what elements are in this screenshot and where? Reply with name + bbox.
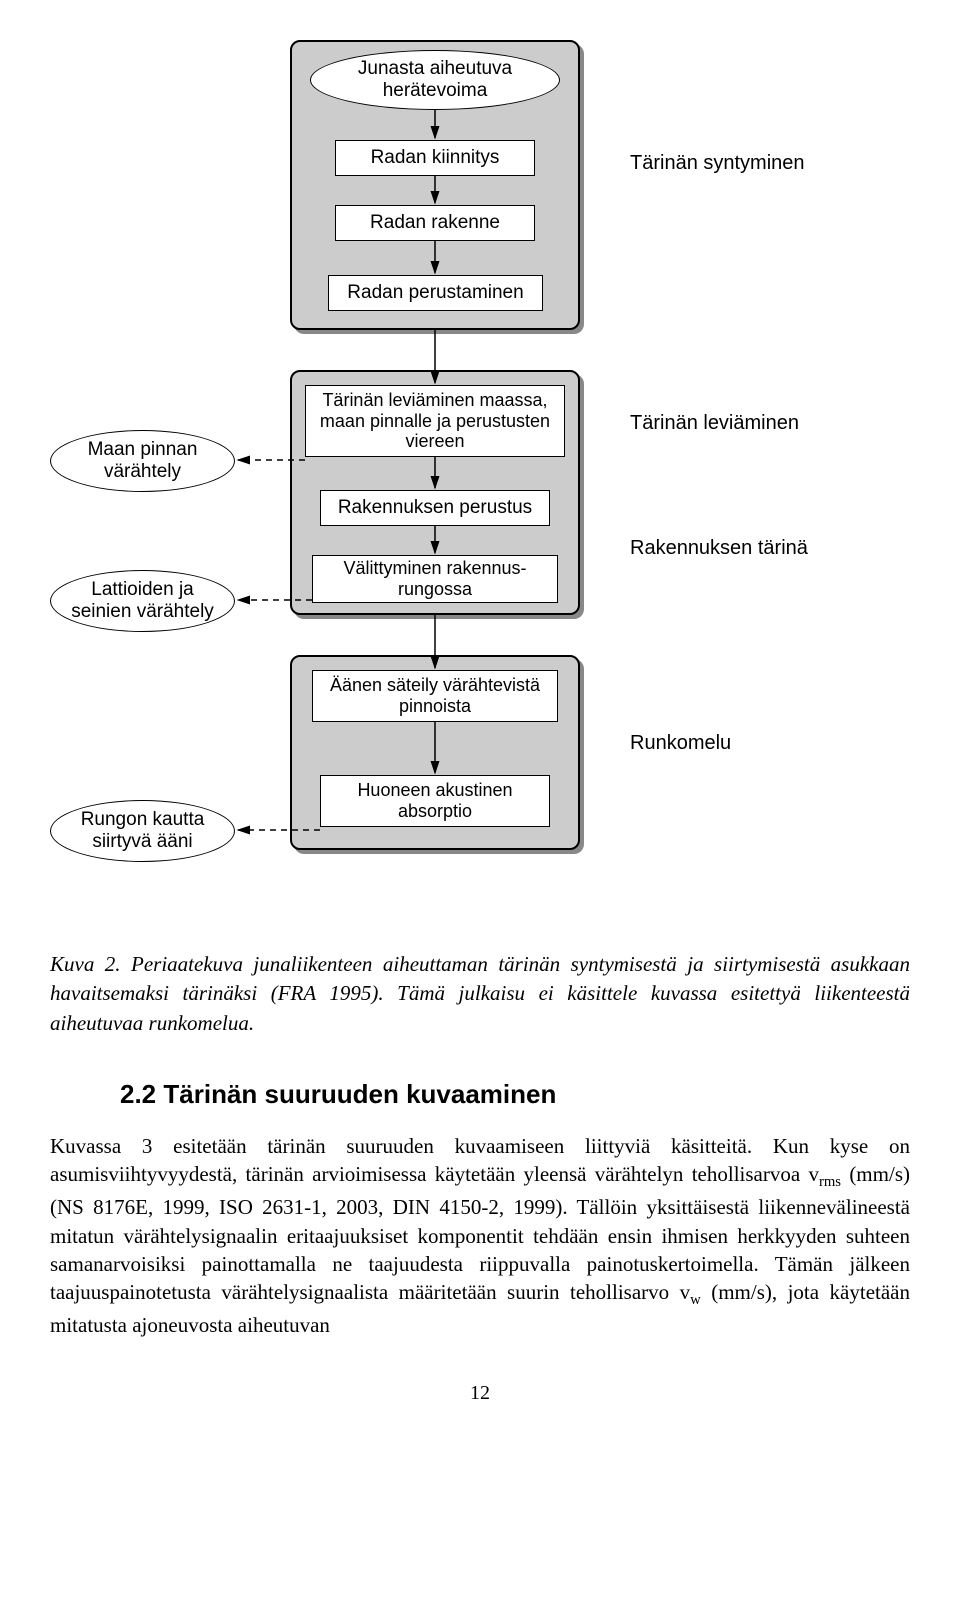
output-structure-sound: Rungon kautta siirtyvä ääni — [50, 800, 235, 862]
page-number: 12 — [50, 1380, 910, 1406]
label-building-vibration: Rakennuksen tärinä — [630, 535, 808, 561]
label-structure-noise: Runkomelu — [630, 730, 731, 756]
caption-text: Periaatekuva junaliikenteen aiheuttaman … — [50, 952, 910, 1035]
section-number: 2.2 — [120, 1079, 156, 1109]
figure-caption: Kuva 2. Periaatekuva junaliikenteen aihe… — [50, 950, 910, 1038]
node-track-fastening: Radan kiinnitys — [335, 140, 535, 176]
output-ground-surface: Maan pinnan värähtely — [50, 430, 235, 492]
node-sound-radiation: Äänen säteily värähtevistä pinnoista — [312, 670, 558, 722]
node-excitation: Junasta aiheutuva herätevoima — [310, 50, 560, 110]
body-paragraph: Kuvassa 3 esitetään tärinän suuruuden ku… — [50, 1132, 910, 1340]
node-track-structure: Radan rakenne — [335, 205, 535, 241]
node-building-foundation: Rakennuksen perustus — [320, 490, 550, 526]
label-generation: Tärinän syntyminen — [630, 150, 805, 176]
section-heading: 2.2 Tärinän suuruuden kuvaaminen — [120, 1078, 910, 1112]
flow-diagram: Junasta aiheutuva herätevoima Radan kiin… — [50, 40, 910, 920]
node-acoustic-absorption: Huoneen akustinen absorptio — [320, 775, 550, 827]
output-floor-wall: Lattioiden ja seinien värähtely — [50, 570, 235, 632]
node-track-foundation: Radan perustaminen — [328, 275, 543, 311]
label-propagation: Tärinän leviäminen — [630, 410, 799, 436]
node-propagation: Tärinän leviäminen maassa, maan pinnalle… — [305, 385, 565, 457]
section-title: Tärinän suuruuden kuvaaminen — [163, 1079, 556, 1109]
node-building-frame: Välittyminen rakennus­rungossa — [312, 555, 558, 603]
caption-lead: Kuva 2. — [50, 952, 121, 976]
